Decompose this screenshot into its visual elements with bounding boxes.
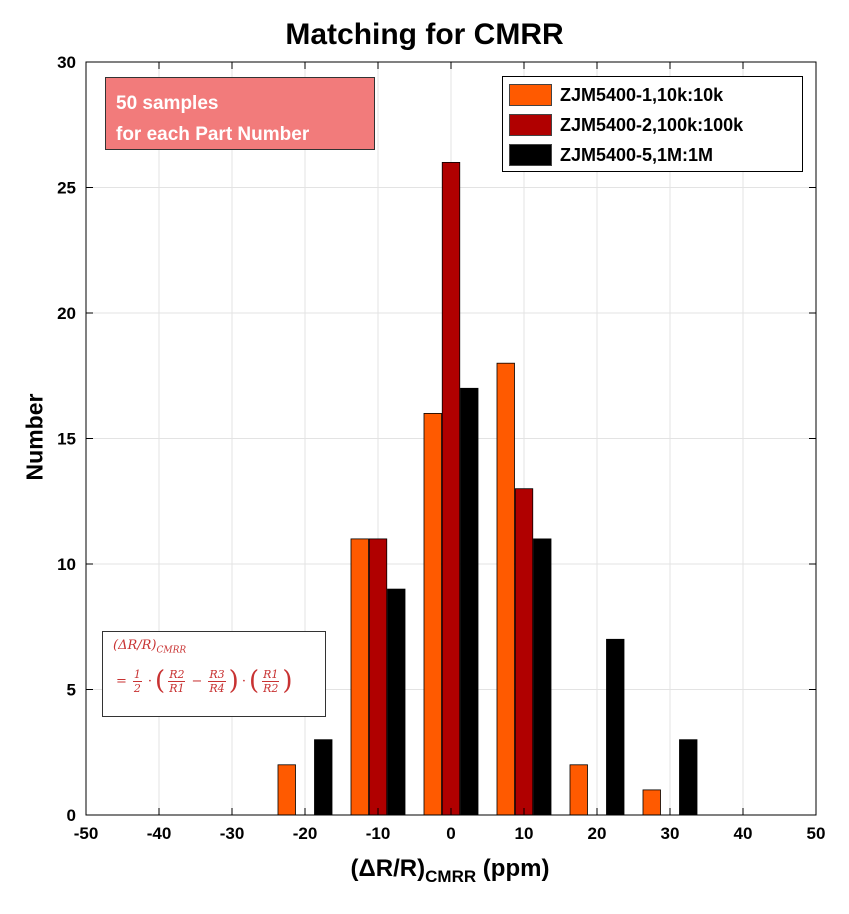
formula-paren: ) <box>228 666 239 697</box>
formula-r2b: R2 <box>263 681 279 695</box>
x-tick-label: -10 <box>366 824 391 843</box>
x-tick-label: -40 <box>147 824 172 843</box>
formula-r3-r4: R3 R4 <box>208 667 226 695</box>
legend-swatch <box>509 84 552 106</box>
samples-note: 50 samples for each Part Number <box>105 77 375 150</box>
chart-legend: ZJM5400-1,10k:10k ZJM5400-2,100k:100k ZJ… <box>502 76 803 172</box>
y-tick-label: 30 <box>57 53 76 72</box>
formula-lhs-sub: CMRR <box>156 645 187 656</box>
y-tick-label: 5 <box>67 681 76 700</box>
formula-half-num: 1 <box>132 667 142 682</box>
bar <box>679 739 698 816</box>
bar <box>496 362 515 816</box>
legend-item: ZJM5400-1,10k:10k <box>509 80 802 110</box>
legend-swatch <box>509 144 552 166</box>
formula-half: 1 2 <box>132 667 142 695</box>
formula-box: (ΔR/R)CMRR = 1 2 · ( R2 R1 − R3 R4 ) · (… <box>102 631 326 717</box>
legend-label: ZJM5400-1,10k:10k <box>560 84 724 105</box>
x-tick-label: 30 <box>661 824 680 843</box>
formula-minus: − <box>191 673 203 689</box>
bar <box>441 161 461 816</box>
bar <box>569 764 588 816</box>
x-tick-label: -20 <box>293 824 318 843</box>
bar <box>387 588 406 816</box>
bar <box>514 488 534 816</box>
formula-r1: R1 <box>169 681 185 695</box>
bar <box>606 638 625 816</box>
samples-note-line1: 50 samples <box>116 93 219 114</box>
formula-r2-r1: R2 R1 <box>168 667 186 695</box>
y-tick-label: 10 <box>57 555 76 574</box>
formula-dot: · <box>147 673 153 689</box>
y-tick-label: 0 <box>67 806 76 825</box>
formula-paren: ( <box>248 666 260 697</box>
x-tick-label: -30 <box>220 824 245 843</box>
bar <box>423 412 442 816</box>
bar <box>460 387 479 816</box>
formula-line1: (ΔR/R)CMRR <box>113 638 325 656</box>
bar <box>350 538 369 816</box>
legend-label: ZJM5400-5,1M:1M <box>560 144 714 165</box>
x-tick-label: 0 <box>446 824 455 843</box>
samples-note-line2: for each Part Number <box>116 124 310 145</box>
legend-swatch <box>509 114 552 136</box>
y-tick-label: 15 <box>57 430 76 449</box>
chart-title: Matching for CMRR <box>285 18 564 51</box>
x-tick-label: -50 <box>74 824 99 843</box>
y-tick-label: 20 <box>57 304 76 323</box>
x-tick-label: 20 <box>588 824 607 843</box>
formula-paren: ( <box>155 666 166 697</box>
formula-r1b: R1 <box>262 667 280 682</box>
bar <box>533 538 552 816</box>
bar <box>368 538 388 816</box>
legend-item: ZJM5400-2,100k:100k <box>509 110 802 140</box>
bar <box>314 739 333 816</box>
formula-half-den: 2 <box>133 681 141 695</box>
formula-r4: R4 <box>209 681 225 695</box>
x-axis-label: (ΔR/R)CMRR (ppm) <box>351 855 550 887</box>
x-axis-label-unit: (ppm) <box>482 855 550 882</box>
legend-item: ZJM5400-5,1M:1M <box>509 140 802 170</box>
x-tick-label: 10 <box>515 824 534 843</box>
formula-equals: = <box>116 673 127 689</box>
x-axis-label-sub: CMRR <box>425 867 477 886</box>
formula-paren: ) <box>282 666 293 697</box>
formula-r3: R3 <box>208 667 226 682</box>
formula-lhs: (ΔR/R) <box>113 638 157 653</box>
formula-line2: = 1 2 · ( R2 R1 − R3 R4 ) · ( R1 R2 ) <box>113 668 325 695</box>
y-axis-label: Number <box>21 393 48 481</box>
x-tick-label: 40 <box>734 824 753 843</box>
x-axis-label-main: (ΔR/R) <box>350 855 426 882</box>
formula-r2: R2 <box>168 667 186 682</box>
x-tick-label: 50 <box>807 824 826 843</box>
bar <box>642 789 661 816</box>
bar <box>277 764 296 816</box>
formula-dot: · <box>241 673 246 689</box>
formula-r1-r2: R1 R2 <box>262 667 280 695</box>
y-tick-label: 25 <box>57 179 76 198</box>
legend-label: ZJM5400-2,100k:100k <box>560 114 744 135</box>
